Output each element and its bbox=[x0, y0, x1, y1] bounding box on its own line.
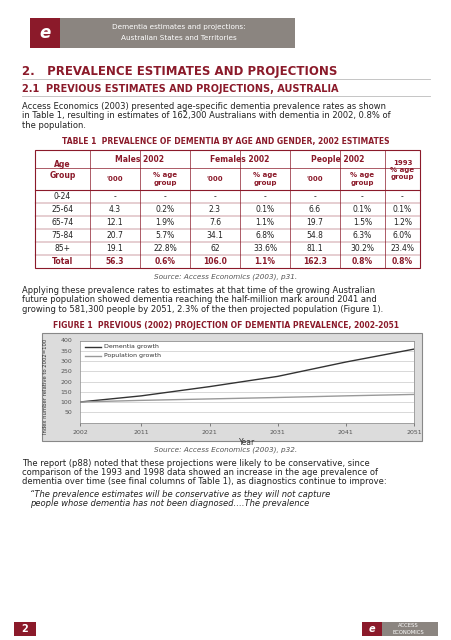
Text: 33.6%: 33.6% bbox=[253, 244, 276, 253]
Text: The report (p88) noted that these projections were likely to be conservative, si: The report (p88) noted that these projec… bbox=[22, 458, 369, 467]
Text: comparison of the 1993 and 1998 data showed an increase in the age prevalence of: comparison of the 1993 and 1998 data sho… bbox=[22, 468, 377, 477]
Text: 2.3: 2.3 bbox=[208, 205, 221, 214]
Text: 20.7: 20.7 bbox=[106, 231, 123, 240]
Text: % age
group: % age group bbox=[152, 173, 177, 186]
Text: 1.9%: 1.9% bbox=[155, 218, 174, 227]
Text: 2: 2 bbox=[22, 624, 28, 634]
Bar bbox=[35, 150, 419, 268]
Text: 6.8%: 6.8% bbox=[255, 231, 274, 240]
Text: 106.0: 106.0 bbox=[202, 257, 226, 266]
Text: Access Economics (2003) presented age-specific dementia prevalence rates as show: Access Economics (2003) presented age-sp… bbox=[22, 102, 385, 111]
Text: e: e bbox=[39, 24, 51, 42]
Text: 81.1: 81.1 bbox=[306, 244, 322, 253]
Text: 7.6: 7.6 bbox=[208, 218, 221, 227]
Text: -: - bbox=[400, 192, 403, 201]
Text: e: e bbox=[368, 624, 374, 634]
Text: 12.1: 12.1 bbox=[106, 218, 123, 227]
Text: 1.5%: 1.5% bbox=[352, 218, 371, 227]
Text: 0.1%: 0.1% bbox=[255, 205, 274, 214]
Text: '000: '000 bbox=[106, 176, 123, 182]
Text: FIGURE 1  PREVIOUS (2002) PROJECTION OF DEMENTIA PREVALENCE, 2002-2051: FIGURE 1 PREVIOUS (2002) PROJECTION OF D… bbox=[53, 321, 398, 330]
Text: 0.1%: 0.1% bbox=[392, 205, 411, 214]
Text: 23.4%: 23.4% bbox=[390, 244, 414, 253]
Text: People 2002: People 2002 bbox=[310, 154, 364, 163]
Text: 65-74: 65-74 bbox=[51, 218, 74, 227]
Text: -: - bbox=[213, 192, 216, 201]
Text: “The prevalence estimates will be conservative as they will not capture: “The prevalence estimates will be conser… bbox=[30, 490, 330, 499]
Text: 1.1%: 1.1% bbox=[255, 218, 274, 227]
Text: people whose dementia has not been diagnosed….The prevalence: people whose dementia has not been diagn… bbox=[30, 499, 308, 509]
Text: 34.1: 34.1 bbox=[206, 231, 223, 240]
Text: 4.3: 4.3 bbox=[109, 205, 121, 214]
Text: 19.7: 19.7 bbox=[306, 218, 323, 227]
Text: 162.3: 162.3 bbox=[302, 257, 326, 266]
Bar bbox=[30, 18, 295, 48]
Text: 0-24: 0-24 bbox=[54, 192, 71, 201]
Text: dementia over time (see final columns of Table 1), as diagnostics continue to im: dementia over time (see final columns of… bbox=[22, 477, 386, 486]
Text: 85+: 85+ bbox=[55, 244, 70, 253]
Bar bbox=[30, 18, 60, 48]
Text: Dementia estimates and projections:: Dementia estimates and projections: bbox=[111, 24, 245, 30]
Text: % age
group: % age group bbox=[350, 173, 374, 186]
Text: 1993
% age
group: 1993 % age group bbox=[390, 160, 414, 180]
Text: 19.1: 19.1 bbox=[106, 244, 123, 253]
Text: 56.3: 56.3 bbox=[106, 257, 124, 266]
Text: 0.2%: 0.2% bbox=[155, 205, 174, 214]
Text: 1.2%: 1.2% bbox=[392, 218, 411, 227]
Text: 54.8: 54.8 bbox=[306, 231, 323, 240]
Text: 0.6%: 0.6% bbox=[154, 257, 175, 266]
Text: -: - bbox=[360, 192, 363, 201]
Text: Source: Access Economics (2003), p31.: Source: Access Economics (2003), p31. bbox=[154, 274, 297, 280]
Text: TABLE 1  PREVALENCE OF DEMENTIA BY AGE AND GENDER, 2002 ESTIMATES: TABLE 1 PREVALENCE OF DEMENTIA BY AGE AN… bbox=[62, 137, 389, 146]
Text: Males 2002: Males 2002 bbox=[115, 154, 164, 163]
Text: -: - bbox=[163, 192, 166, 201]
Text: Index number relative to 2002=100: Index number relative to 2002=100 bbox=[43, 339, 48, 434]
Bar bbox=[361, 622, 437, 636]
Text: 22.8%: 22.8% bbox=[153, 244, 176, 253]
Bar bbox=[14, 622, 36, 636]
Text: % age
group: % age group bbox=[253, 173, 276, 186]
Text: Age
Group: Age Group bbox=[49, 160, 75, 180]
Text: '000: '000 bbox=[306, 176, 322, 182]
Text: 30.2%: 30.2% bbox=[350, 244, 374, 253]
Text: Total: Total bbox=[52, 257, 73, 266]
Text: 6.0%: 6.0% bbox=[392, 231, 411, 240]
Text: future population showed dementia reaching the half-million mark around 2041 and: future population showed dementia reachi… bbox=[22, 296, 376, 305]
Text: Australian States and Territories: Australian States and Territories bbox=[120, 35, 236, 41]
Bar bbox=[361, 622, 381, 636]
Text: 6.3%: 6.3% bbox=[352, 231, 371, 240]
Text: 25-64: 25-64 bbox=[51, 205, 74, 214]
Text: growing to 581,300 people by 2051, 2.3% of the then projected population (Figure: growing to 581,300 people by 2051, 2.3% … bbox=[22, 305, 382, 314]
Text: Source: Access Economics (2003), p32.: Source: Access Economics (2003), p32. bbox=[154, 447, 297, 453]
Text: 5.7%: 5.7% bbox=[155, 231, 174, 240]
Text: 62: 62 bbox=[210, 244, 219, 253]
X-axis label: Year: Year bbox=[238, 438, 254, 447]
Text: 75-84: 75-84 bbox=[51, 231, 74, 240]
Text: -: - bbox=[313, 192, 316, 201]
Text: 6.6: 6.6 bbox=[308, 205, 320, 214]
Text: Population growth: Population growth bbox=[104, 353, 161, 358]
Text: -: - bbox=[263, 192, 266, 201]
Text: Females 2002: Females 2002 bbox=[210, 154, 269, 163]
Text: 0.1%: 0.1% bbox=[352, 205, 371, 214]
Text: 0.8%: 0.8% bbox=[391, 257, 412, 266]
Text: in Table 1, resulting in estimates of 162,300 Australians with dementia in 2002,: in Table 1, resulting in estimates of 16… bbox=[22, 111, 390, 120]
Text: the population.: the population. bbox=[22, 121, 86, 130]
Text: '000: '000 bbox=[206, 176, 223, 182]
Text: 2.   PREVALENCE ESTIMATES AND PROJECTIONS: 2. PREVALENCE ESTIMATES AND PROJECTIONS bbox=[22, 65, 336, 78]
Text: Dementia growth: Dementia growth bbox=[104, 344, 158, 349]
Text: 2.1  PREVIOUS ESTIMATES AND PROJECTIONS, AUSTRALIA: 2.1 PREVIOUS ESTIMATES AND PROJECTIONS, … bbox=[22, 84, 338, 94]
Bar bbox=[42, 333, 421, 440]
Text: -: - bbox=[113, 192, 116, 201]
Text: 0.8%: 0.8% bbox=[351, 257, 372, 266]
Text: ACCESS
ECONOMICS: ACCESS ECONOMICS bbox=[391, 623, 423, 635]
Text: 1.1%: 1.1% bbox=[254, 257, 275, 266]
Text: Applying these prevalence rates to estimates at that time of the growing Austral: Applying these prevalence rates to estim… bbox=[22, 286, 374, 295]
